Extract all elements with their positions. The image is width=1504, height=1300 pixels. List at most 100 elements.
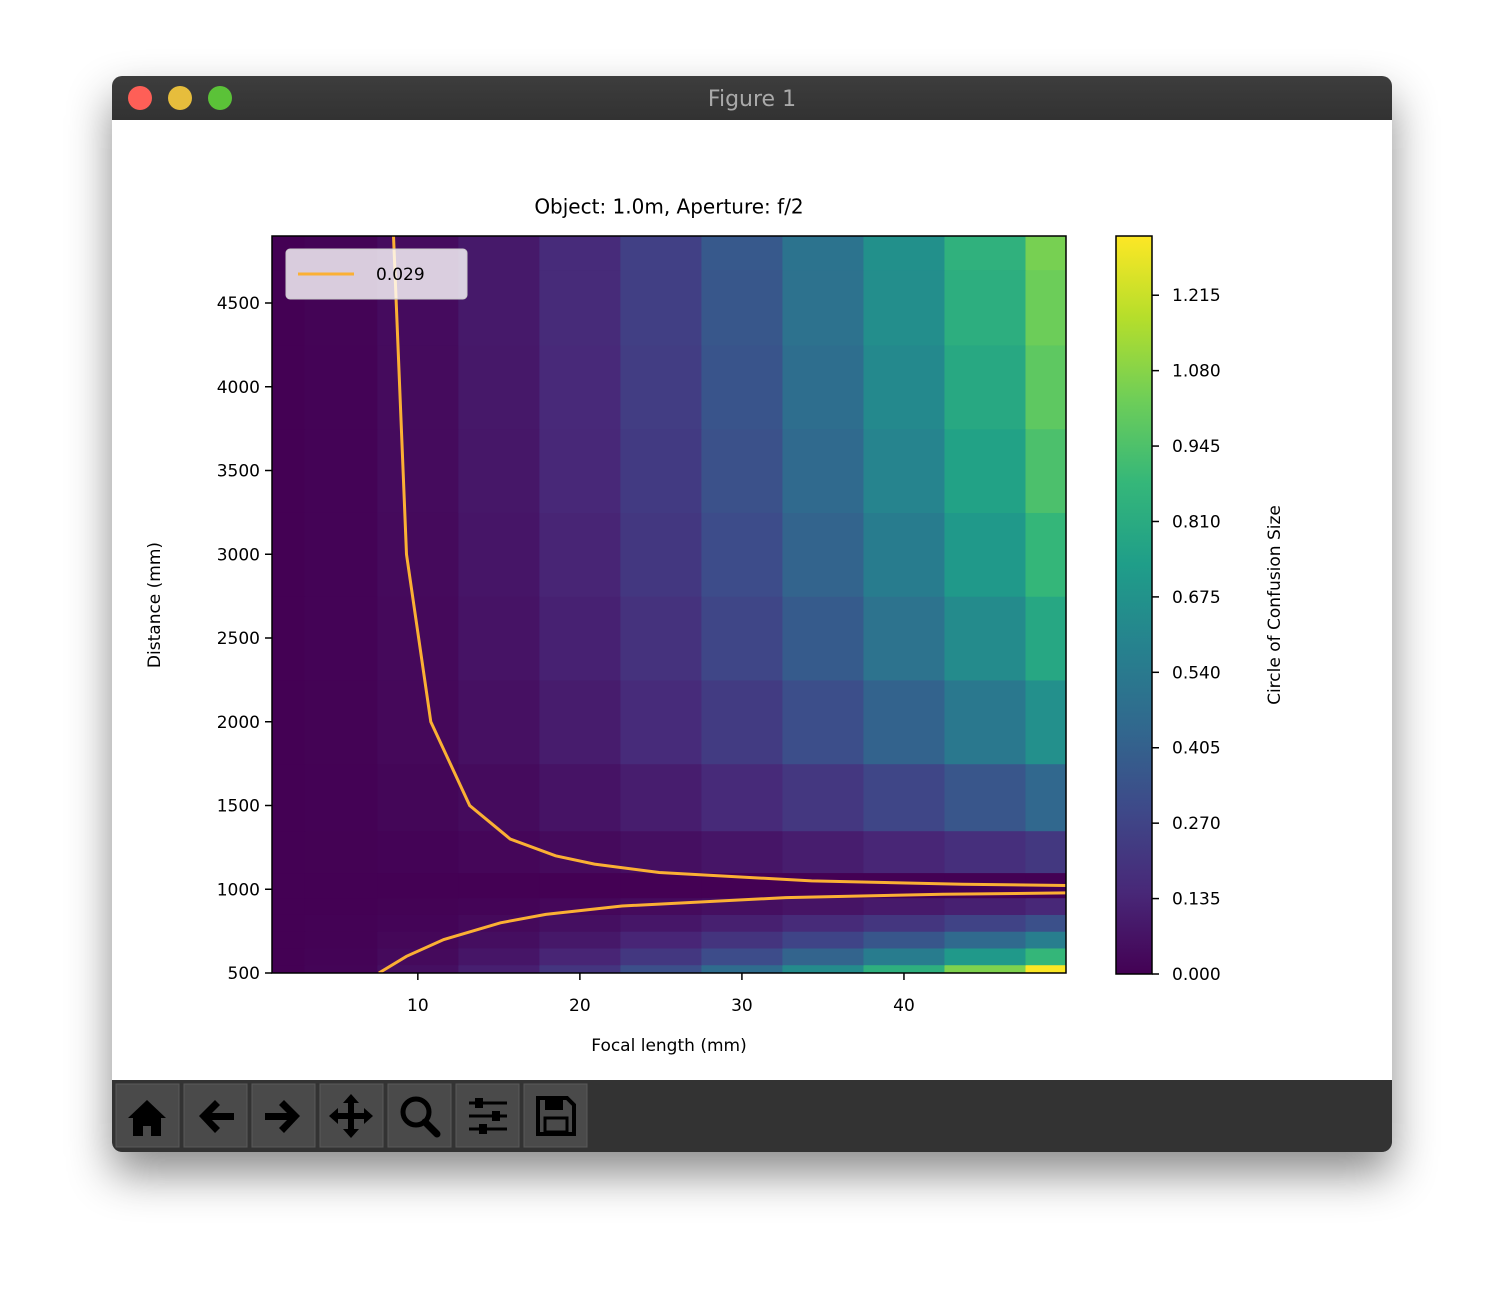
contour-cell [863, 236, 946, 271]
contour-fill [272, 236, 1066, 973]
contour-cell [701, 428, 784, 513]
contour-cell [944, 947, 1027, 966]
contour-cell [304, 344, 378, 430]
contour-cell [701, 830, 784, 874]
y-tick-label: 2000 [217, 713, 260, 733]
contour-cell [620, 236, 703, 271]
contour-cell [304, 914, 378, 932]
y-tick-label: 500 [228, 964, 260, 984]
contour-cell [539, 931, 621, 949]
contour-cell [304, 512, 378, 597]
zoom-tool-button[interactable] [387, 1083, 452, 1148]
contour-cell [782, 596, 865, 681]
contour-cell [620, 512, 703, 597]
contour-cell [1025, 914, 1066, 932]
contour-cell [539, 344, 621, 430]
contour-cell [620, 763, 703, 832]
home-button[interactable] [115, 1083, 180, 1148]
contour-cell [272, 344, 306, 430]
contour-cell [539, 872, 621, 899]
contour-cell [272, 596, 306, 681]
contour-cell [863, 269, 946, 346]
contour-cell [377, 914, 459, 932]
title-bar [112, 76, 1392, 120]
contour-cell [620, 872, 703, 899]
contour-cell [539, 914, 621, 932]
legend-label: 0.029 [376, 265, 425, 285]
zoom-button[interactable] [208, 86, 232, 110]
contour-cell [1025, 964, 1066, 973]
contour-cell [272, 512, 306, 597]
colorbar [1115, 235, 1153, 975]
contour-cell [782, 914, 865, 932]
contour-cell [458, 763, 540, 832]
contour-cell [458, 931, 540, 949]
contour-cell [272, 931, 306, 949]
chart-title: Object: 1.0m, Aperture: f/2 [534, 195, 803, 219]
minimize-button[interactable] [168, 86, 192, 110]
contour-cell [620, 964, 703, 973]
contour-cell [458, 830, 540, 874]
contour-cell [272, 830, 306, 874]
contour-cell [1025, 236, 1066, 271]
contour-cell [539, 236, 621, 271]
contour-cell [863, 897, 946, 915]
contour-cell [620, 428, 703, 513]
contour-cell [782, 428, 865, 513]
contour-cell [304, 596, 378, 681]
y-axis-label: Distance (mm) [145, 542, 165, 668]
contour-cell [272, 947, 306, 966]
contour-cell [944, 236, 1027, 271]
contour-cell [377, 679, 459, 765]
x-tick-label: 20 [569, 996, 591, 1016]
save-button[interactable] [523, 1083, 588, 1148]
contour-cell [458, 596, 540, 681]
contour-cell [304, 897, 378, 915]
contour-cell [539, 763, 621, 832]
contour-cell [863, 830, 946, 874]
close-button[interactable] [128, 86, 152, 110]
contour-cell [863, 964, 946, 973]
contour-cell [701, 236, 784, 271]
contour-cell [944, 914, 1027, 932]
colorbar-tick-label: 0.000 [1172, 965, 1221, 985]
configure-button[interactable] [455, 1083, 520, 1148]
contour-cell [304, 872, 378, 899]
contour-cell [272, 679, 306, 765]
contour-cell [272, 964, 306, 973]
contour-cell [782, 236, 865, 271]
contour-cell [620, 344, 703, 430]
back-button[interactable] [183, 1083, 248, 1148]
contour-cell [304, 763, 378, 832]
contour-cell [782, 897, 865, 915]
contour-cell [782, 679, 865, 765]
contour-cell [944, 763, 1027, 832]
x-tick-label: 40 [893, 996, 915, 1016]
pan-button[interactable] [319, 1083, 384, 1148]
y-tick-label: 1500 [217, 797, 260, 817]
contour-cell [863, 679, 946, 765]
x-axis-label: Focal length (mm) [591, 1036, 746, 1056]
contour-cell [620, 931, 703, 949]
contour-cell [458, 964, 540, 973]
contour-cell [1025, 428, 1066, 513]
forward-button[interactable] [251, 1083, 316, 1148]
contour-cell [539, 428, 621, 513]
contour-cell [272, 872, 306, 899]
contour-cell [620, 830, 703, 874]
colorbar-tick-label: 0.270 [1172, 814, 1221, 834]
contour-cell [620, 914, 703, 932]
contour-cell [539, 679, 621, 765]
y-tick-label: 3000 [217, 545, 260, 565]
contour-cell [620, 947, 703, 966]
contour-cell [1025, 830, 1066, 874]
contour-cell [782, 964, 865, 973]
contour-cell [944, 428, 1027, 513]
contour-cell [782, 872, 865, 899]
contour-cell [304, 830, 378, 874]
contour-cell [1025, 269, 1066, 346]
contour-cell [701, 914, 784, 932]
contour-cell [377, 872, 459, 899]
contour-cell [377, 512, 459, 597]
